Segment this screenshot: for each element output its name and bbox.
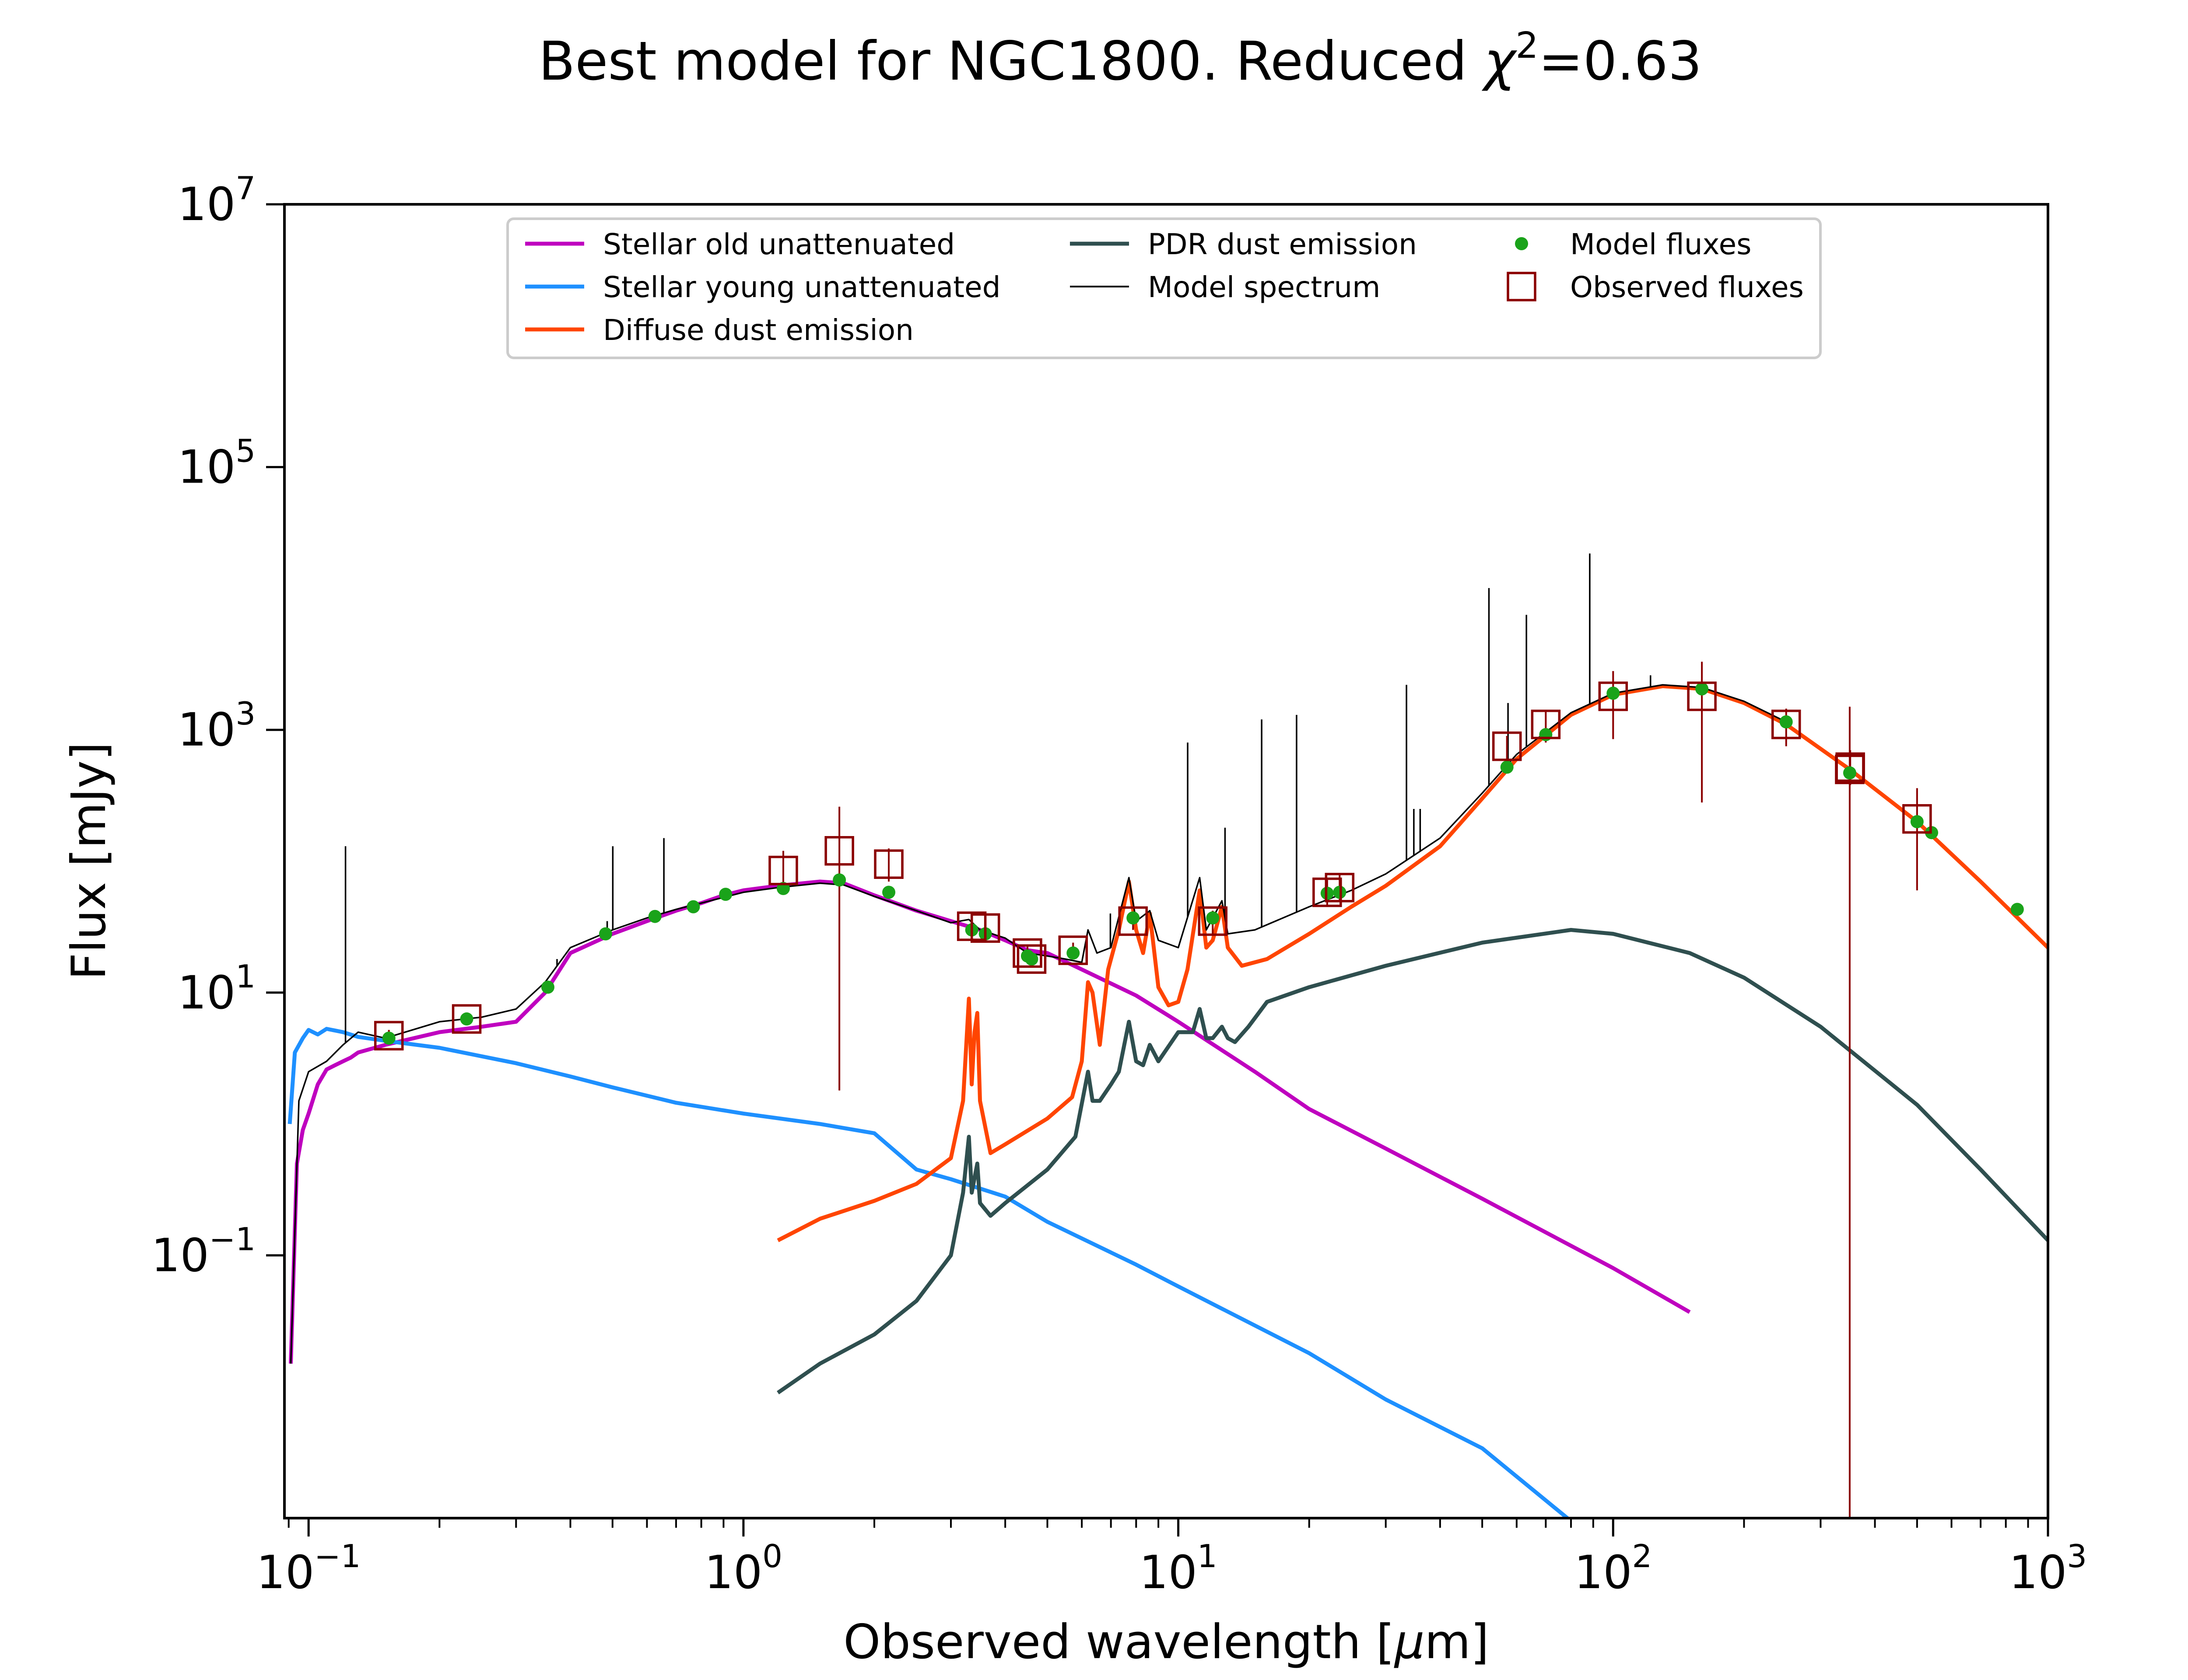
legend-item-pdr-dust-emission: PDR dust emission bbox=[1070, 228, 1417, 261]
chart-title-chi: χ bbox=[1481, 30, 1517, 92]
legend-label: Stellar young unattenuated bbox=[603, 270, 1001, 304]
x-axis: 10−1 100 101 102 103 bbox=[256, 1518, 2087, 1599]
model-flux-point bbox=[599, 927, 612, 941]
x-tick-label: 103 bbox=[2009, 1538, 2087, 1599]
observed-flux-marker bbox=[1013, 938, 1042, 968]
y-axis: 10−1 101 103 105 107 bbox=[151, 170, 284, 1282]
observed-flux-marker bbox=[824, 836, 854, 866]
model-flux-point bbox=[1126, 911, 1140, 925]
model-flux-point bbox=[833, 873, 846, 887]
series-pdr-dust-emission bbox=[777, 928, 2048, 1395]
chart-title-main: Best model for NGC1800. Reduced bbox=[539, 30, 1484, 92]
observed-flux-marker bbox=[1492, 731, 1522, 761]
chart-title-sup: 2 bbox=[1515, 25, 1538, 66]
legend-box bbox=[506, 217, 1822, 359]
x-axis-label-end: m] bbox=[1424, 1615, 1489, 1670]
legend-swatch bbox=[1515, 237, 1528, 250]
y-tick-label: 101 bbox=[178, 958, 256, 1019]
model-flux-point bbox=[1500, 760, 1514, 774]
model-flux-point bbox=[1779, 715, 1793, 728]
observed-flux-marker bbox=[1598, 681, 1628, 711]
model-flux-point bbox=[1206, 911, 1220, 925]
legend-item-observed-fluxes: Observed fluxes bbox=[1507, 270, 1804, 304]
model-flux-point bbox=[1910, 815, 1924, 829]
legend-label: Model spectrum bbox=[1148, 270, 1380, 304]
x-tick-label: 10−1 bbox=[256, 1538, 361, 1599]
observed-flux-marker bbox=[374, 1021, 404, 1051]
model-flux-point bbox=[1025, 952, 1038, 966]
series-diffuse-dust-emission bbox=[777, 684, 2048, 1242]
legend-label: Model fluxes bbox=[1570, 228, 1752, 261]
series-stellar-young-unattenuated bbox=[288, 1027, 1571, 1518]
observed-flux-marker bbox=[1017, 944, 1047, 974]
curves-layer bbox=[288, 553, 2048, 1518]
observed-flux-marker bbox=[1902, 804, 1932, 834]
x-axis-label-mu: μ bbox=[1394, 1615, 1425, 1670]
observed-flux-marker bbox=[1058, 935, 1088, 965]
series-stellar-old-unattenuated bbox=[289, 879, 1691, 1364]
y-tick-label: 107 bbox=[178, 170, 256, 231]
legend-item-diffuse-dust-emission: Diffuse dust emission bbox=[525, 313, 914, 347]
observed-flux-marker bbox=[1687, 681, 1717, 711]
y-tick-label: 10−1 bbox=[151, 1221, 256, 1282]
y-tick-label: 103 bbox=[178, 695, 256, 756]
model-flux-point bbox=[1539, 728, 1553, 742]
model-flux-point bbox=[882, 886, 896, 899]
observed-flux-marker bbox=[1198, 906, 1228, 936]
legend-label: Stellar old unattenuated bbox=[603, 228, 955, 261]
x-tick-label: 100 bbox=[705, 1538, 782, 1599]
observed-flux-marker bbox=[874, 849, 904, 879]
observed-flux-marker bbox=[1118, 906, 1148, 936]
legend-swatch bbox=[1507, 272, 1536, 301]
legend-item-stellar-old-unattenuated: Stellar old unattenuated bbox=[525, 228, 955, 261]
legend-label: Diffuse dust emission bbox=[603, 313, 914, 347]
observed-flux-marker bbox=[1771, 710, 1801, 739]
model-flux-point bbox=[382, 1031, 396, 1045]
x-tick-label: 101 bbox=[1140, 1538, 1217, 1599]
model-flux-point bbox=[1606, 686, 1620, 700]
model-flux-point bbox=[1695, 682, 1709, 696]
legend-item-model-spectrum: Model spectrum bbox=[1070, 270, 1380, 304]
model-flux-point bbox=[460, 1012, 473, 1026]
x-tick-label: 102 bbox=[1574, 1538, 1652, 1599]
model-flux-point bbox=[687, 900, 700, 914]
observed-flux-marker bbox=[1835, 752, 1865, 782]
chart-title-value: =0.63 bbox=[1539, 30, 1702, 92]
model-flux-point bbox=[1843, 766, 1856, 780]
plot-frame bbox=[283, 203, 2049, 1519]
model-flux-point bbox=[2010, 903, 2024, 916]
y-tick-label: 105 bbox=[178, 433, 256, 494]
legend: Stellar old unattenuated Stellar young un… bbox=[506, 217, 1822, 359]
legend-label: Observed fluxes bbox=[1570, 270, 1804, 304]
plot-area bbox=[283, 203, 2049, 1519]
model-flux-point bbox=[648, 910, 662, 923]
observed-flux-marker bbox=[1325, 873, 1355, 903]
series-model-spectrum bbox=[290, 684, 1787, 1364]
x-axis-label: Observed wavelength [μm] bbox=[843, 1615, 1489, 1670]
legend-item-stellar-young-unattenuated: Stellar young unattenuated bbox=[525, 270, 1001, 304]
x-axis-label-main: Observed wavelength [ bbox=[843, 1615, 1395, 1670]
legend-item-model-fluxes: Model fluxes bbox=[1515, 228, 1752, 261]
legend-label: PDR dust emission bbox=[1148, 228, 1417, 261]
observed-flux-marker bbox=[970, 913, 1000, 943]
model-flux-point bbox=[1066, 946, 1080, 960]
observed-flux-marker bbox=[1531, 710, 1561, 739]
markers-layer bbox=[374, 662, 2024, 1518]
model-flux-point bbox=[719, 888, 733, 901]
model-flux-point bbox=[541, 980, 554, 994]
y-axis-label: Flux [mJy] bbox=[62, 742, 116, 980]
observed-flux-marker bbox=[452, 1004, 482, 1034]
chart-title: Best model for NGC1800. Reduced χ2=0.63 bbox=[539, 25, 1702, 92]
observed-flux-marker bbox=[768, 855, 798, 886]
